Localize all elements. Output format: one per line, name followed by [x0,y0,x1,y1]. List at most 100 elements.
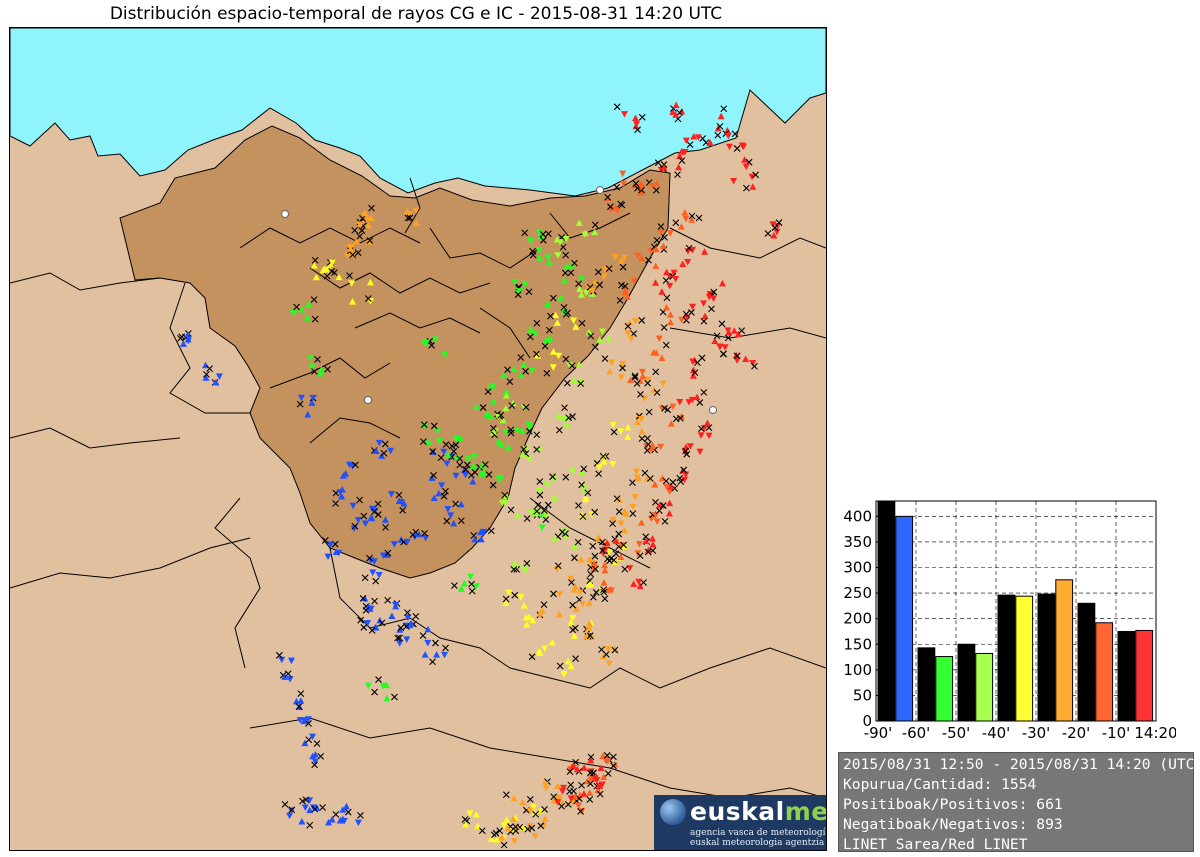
strike-positive-cg [663,304,671,311]
strike-ic [533,319,541,327]
strike-negative-cg [447,512,455,519]
strike-positive-cg [572,323,580,330]
strike-ic [672,415,680,423]
strike-positive-cg [590,565,598,572]
strike-ic [621,282,629,290]
strike-ic [694,359,701,367]
strike-positive-cg [523,621,531,628]
strike-positive-cg [672,111,680,118]
strike-ic [351,227,359,234]
strike-negative-cg [696,448,704,456]
histogram-y-ticks: 0 50 100 150 200 250 300 350 400 [843,507,881,730]
strike-ic [616,297,624,304]
strike-ic [669,478,677,486]
strike-ic [275,651,283,659]
strike-negative-cg [375,572,383,579]
strike-negative-cg [657,443,665,451]
strike-ic [566,768,574,776]
strike-ic [636,552,644,560]
strike-ic [501,491,509,499]
strike-positive-cg [339,806,347,813]
strike-ic [674,171,681,178]
strike-negative-cg [522,446,530,453]
strike-ic [468,587,476,595]
strike-positive-cg [660,164,668,171]
strike-positive-cg [477,535,485,543]
strike-ic [451,582,458,590]
strike-negative-cg [575,802,583,810]
strike-positive-cg [542,337,550,344]
strike-ic [592,589,600,596]
strike-negative-cg [648,182,656,190]
strike-positive-cg [332,548,340,556]
strike-positive-cg [652,279,660,286]
strike-positive-cg [587,756,595,764]
strike-negative-cg [633,121,641,128]
strike-negative-cg [527,237,535,245]
strike-positive-cg [542,510,550,517]
strike-ic [731,130,739,138]
strike-ic [624,322,632,330]
strike-negative-cg [307,354,315,362]
strike-positive-cg [711,337,719,344]
strike-ic [562,251,570,259]
strike-positive-cg [586,789,594,796]
strike-negative-cg [733,357,741,364]
strike-ic [471,468,479,476]
strike-negative-cg [697,432,705,439]
strike-positive-cg [483,410,491,418]
strike-ic [610,762,617,770]
strike-negative-cg [635,540,643,548]
strike-ic [305,736,313,744]
strike-negative-cg [542,785,550,792]
strike-ic [610,753,617,761]
strike-ic [428,341,435,349]
strike-ic [720,105,728,113]
strike-positive-cg [519,450,527,458]
strike-negative-cg [505,589,513,597]
strike-positive-cg [424,438,432,445]
strike-ic [574,538,582,546]
strike-ic [311,368,318,375]
strike-ic [395,491,403,499]
strike-negative-cg [678,316,686,324]
strike-positive-cg [383,694,391,702]
strike-ic [558,802,566,810]
strike-ic [599,547,606,555]
strike-positive-cg [325,818,333,826]
globe-icon [660,799,686,825]
strike-ic [662,277,670,284]
strike-ic [556,426,563,434]
strike-ic [601,355,609,363]
strike-ic [559,243,567,251]
strike-positive-cg [477,470,485,477]
logo-subtitle-es: agencia vasca de meteorología [690,828,827,838]
strike-negative-cg [705,293,713,301]
strike-positive-cg [388,612,396,620]
strike-negative-cg [666,488,674,495]
strike-negative-cg [598,781,606,788]
strike-positive-cg [478,461,486,469]
strike-ic [559,528,566,536]
strike-positive-cg [548,638,556,646]
strike-ic [468,580,475,588]
strike-positive-cg [514,511,522,519]
strike-ic [663,294,671,302]
strike-ic [489,481,497,489]
strike-negative-cg [609,461,617,468]
strike-ic [550,590,557,598]
strike-positive-cg [309,752,317,760]
info-panel: 2015/08/31 12:50 - 2015/08/31 14:20 (UTC… [838,752,1200,853]
strike-ic [611,646,619,654]
strike-ic [556,662,564,670]
strike-ic [443,517,451,525]
strike-positive-cg [659,242,667,250]
strike-negative-cg [563,423,571,431]
strike-ic [640,579,647,586]
strike-ic [638,186,645,194]
strike-negative-cg [605,549,613,556]
strike-negative-cg [676,399,684,406]
strike-ic [613,183,621,191]
strike-negative-cg [513,427,521,434]
strike-ic [646,475,654,482]
